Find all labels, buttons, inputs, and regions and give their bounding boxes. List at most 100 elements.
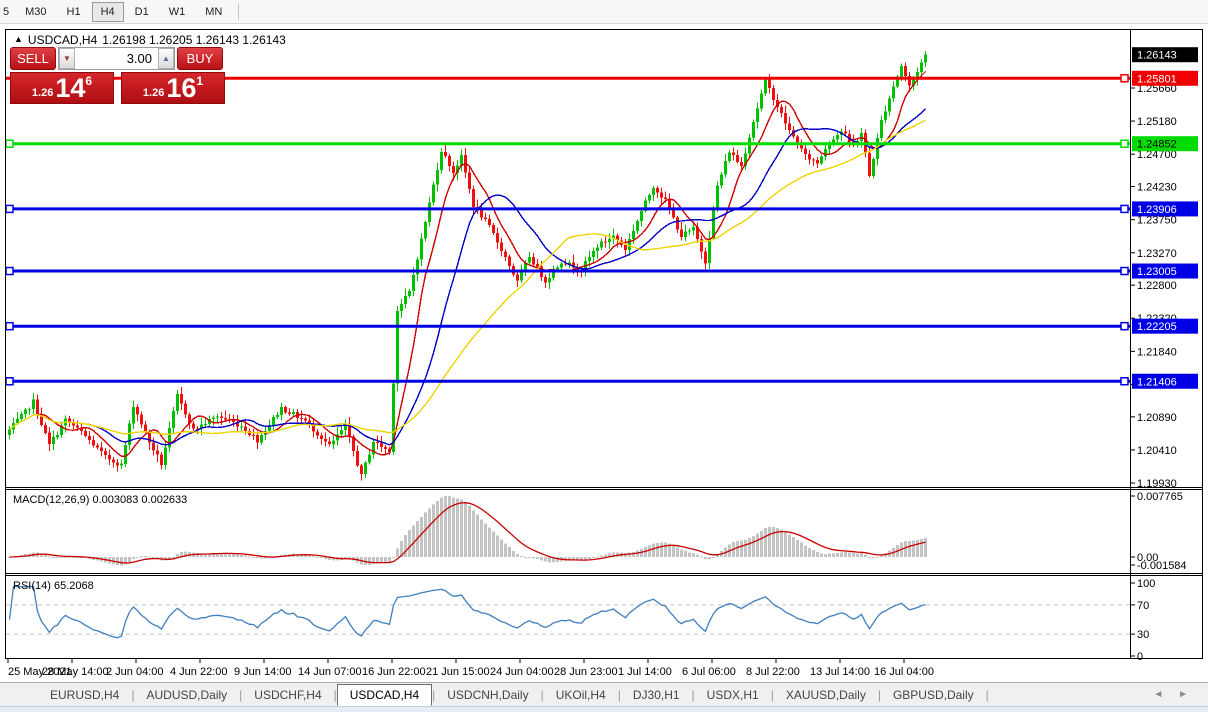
sell-price-main: 14 — [55, 73, 86, 103]
sell-button[interactable]: SELL — [10, 47, 56, 70]
time-axis-label: 25 May 2021 — [8, 666, 72, 678]
time-axis-label: 14 Jun 07:00 — [298, 666, 362, 678]
price-badge-1.23005: 1.23005 — [1132, 263, 1198, 279]
chart-tab-bar: EURUSD,H4 | AUDUSD,Daily | USDCHF,H4 | USDCAD,… — [0, 682, 1208, 706]
price-axis-tick: 1.25180 — [1137, 116, 1177, 128]
price-badge-1.26143: 1.26143 — [1132, 47, 1198, 63]
rsi-label: RSI(14) 65.2068 — [13, 580, 94, 592]
chart-tab-GBPUSDDaily[interactable]: GBPUSD,Daily — [892, 687, 974, 702]
status-bar — [0, 706, 1208, 712]
rsi-line — [8, 585, 926, 639]
buy-price-display[interactable]: 1.26 16 1 — [121, 72, 225, 104]
macd-axis-tick: 0.00 — [1137, 552, 1158, 564]
chart-tab-USDCNHDaily[interactable]: USDCNH,Daily — [447, 687, 529, 702]
period-button-D1[interactable]: D1 — [134, 5, 149, 18]
price-axis-tick: 1.20890 — [1137, 412, 1177, 424]
svg-text:1.25801: 1.25801 — [1137, 73, 1177, 85]
sell-price-display[interactable]: 1.26 14 6 — [10, 72, 114, 104]
rsi-axis-tick: 0 — [1137, 651, 1143, 663]
sell-price-base: 1.26 — [31, 87, 54, 99]
svg-text:1.24852: 1.24852 — [1137, 139, 1177, 151]
time-axis-label: 4 Jun 22:00 — [170, 666, 228, 678]
tab-separator: | — [432, 687, 436, 702]
rsi-axis-tick: 100 — [1137, 578, 1155, 590]
price-badge-1.25801: 1.25801 — [1132, 70, 1198, 86]
period-button-W1[interactable]: W1 — [168, 5, 186, 18]
chart-title: ▲ USDCAD,H4 1.26198 1.26205 1.26143 1.26… — [14, 33, 286, 47]
price-axis-tick: 1.24700 — [1137, 149, 1177, 161]
chart-symbol-label: USDCAD,H4 — [27, 33, 98, 47]
price-axis-tick: 1.21840 — [1137, 346, 1177, 358]
candlestick-series — [8, 50, 927, 481]
chart-tab-AUDUSDDaily[interactable]: AUDUSD,Daily — [146, 687, 228, 702]
one-click-trade-panel: SELL ▼ 3.00 ▲ BUY 1.26 14 6 1.26 16 1 — [10, 47, 225, 104]
price-axis-tick: 1.22800 — [1137, 280, 1177, 292]
price-axis-tick: 1.20410 — [1137, 445, 1177, 457]
buy-button[interactable]: BUY — [177, 47, 223, 70]
buy-price-main: 16 — [166, 73, 197, 103]
tab-separator: | — [617, 687, 621, 702]
time-axis-label: 13 Jul 14:00 — [810, 666, 870, 678]
period-button-MN[interactable]: MN — [205, 5, 223, 18]
volume-increase-button[interactable]: ▲ — [158, 48, 174, 69]
rsi-axis-tick: 30 — [1137, 629, 1149, 641]
macd-label: MACD(12,26,9) 0.003083 0.002633 — [13, 494, 187, 506]
period-button-M30[interactable]: M30 — [25, 5, 47, 18]
tab-separator: | — [540, 687, 544, 702]
svg-text:1.26143: 1.26143 — [1137, 50, 1177, 62]
chart-ohlc-values: 1.26198 1.26205 1.26143 1.26143 — [102, 33, 286, 47]
buy-price-base: 1.26 — [142, 87, 165, 99]
sell-price-pip: 6 — [85, 74, 93, 88]
chart-tab-DJ30H1[interactable]: DJ30,H1 — [632, 687, 680, 702]
price-axis-tick: 1.24230 — [1137, 182, 1177, 194]
moving-average-fast — [9, 71, 926, 457]
tab-separator: | — [131, 687, 135, 702]
chart-tab-UKOilH4[interactable]: UKOil,H4 — [555, 687, 606, 702]
tab-separator: | — [985, 687, 989, 702]
price-badge-1.21406: 1.21406 — [1132, 373, 1198, 389]
time-axis-label: 24 Jun 04:00 — [490, 666, 554, 678]
rsi-axis-tick: 70 — [1137, 600, 1149, 612]
buy-price-pip: 1 — [196, 74, 204, 88]
time-axis-label: 16 Jul 04:00 — [874, 666, 934, 678]
price-axis-tick: 1.19930 — [1137, 478, 1177, 490]
volume-input[interactable]: 3.00 — [126, 51, 152, 66]
chart-tab-USDXH1[interactable]: USDX,H1 — [706, 687, 759, 702]
chart-tab-USDCADH4[interactable]: USDCAD,H4 — [336, 683, 433, 706]
chart-expand-icon[interactable]: ▲ — [14, 34, 23, 44]
time-axis-label: 28 Jun 23:00 — [554, 666, 618, 678]
time-axis-label: 9 Jun 14:00 — [234, 666, 292, 678]
macd-signal-line — [9, 502, 926, 564]
svg-text:1.23005: 1.23005 — [1137, 266, 1177, 278]
tab-separator: | — [770, 687, 774, 702]
chart-tab-XAUUSDDaily[interactable]: XAUUSD,Daily — [785, 687, 866, 702]
price-axis-tick: 1.23750 — [1137, 215, 1177, 227]
macd-axis-tick: 0.007765 — [1137, 491, 1183, 503]
period-button-5[interactable]: 5 — [3, 5, 10, 18]
chart-tab-USDCHFH4[interactable]: USDCHF,H4 — [254, 687, 322, 702]
chart-tab-EURUSDH4[interactable]: EURUSD,H4 — [50, 687, 120, 702]
tab-separator: | — [239, 687, 243, 702]
moving-average-mid — [9, 108, 926, 446]
svg-text:1.23906: 1.23906 — [1137, 204, 1177, 216]
macd-axis-tick: -0.001584 — [1137, 560, 1187, 572]
tab-scroll-arrows[interactable]: ◄ ► — [1153, 689, 1194, 700]
period-button-H4[interactable]: H4 — [91, 1, 124, 22]
toolbar-separator — [238, 3, 240, 20]
tab-separator: | — [691, 687, 695, 702]
time-axis-label: 21 Jun 15:00 — [426, 666, 490, 678]
volume-decrease-button[interactable]: ▼ — [59, 48, 75, 69]
period-button-H1[interactable]: H1 — [66, 5, 81, 18]
svg-text:1.21406: 1.21406 — [1137, 376, 1177, 388]
price-badge-1.22205: 1.22205 — [1132, 318, 1198, 334]
time-axis-label: 6 Jul 06:00 — [682, 666, 736, 678]
price-chart-svg[interactable]: 1.25660 1.25180 1.24700 1.24230 1.23750 1.232… — [5, 29, 1203, 682]
price-badge-1.24852: 1.24852 — [1132, 136, 1198, 152]
tab-separator: | — [333, 687, 337, 702]
tab-separator: | — [877, 687, 881, 702]
price-axis-tick: 1.25660 — [1137, 83, 1177, 95]
time-axis-label: 1 Jul 14:00 — [618, 666, 672, 678]
time-axis-label: 2 Jun 04:00 — [106, 666, 164, 678]
time-axis-label: 16 Jun 22:00 — [362, 666, 426, 678]
svg-text:1.22205: 1.22205 — [1137, 321, 1177, 333]
